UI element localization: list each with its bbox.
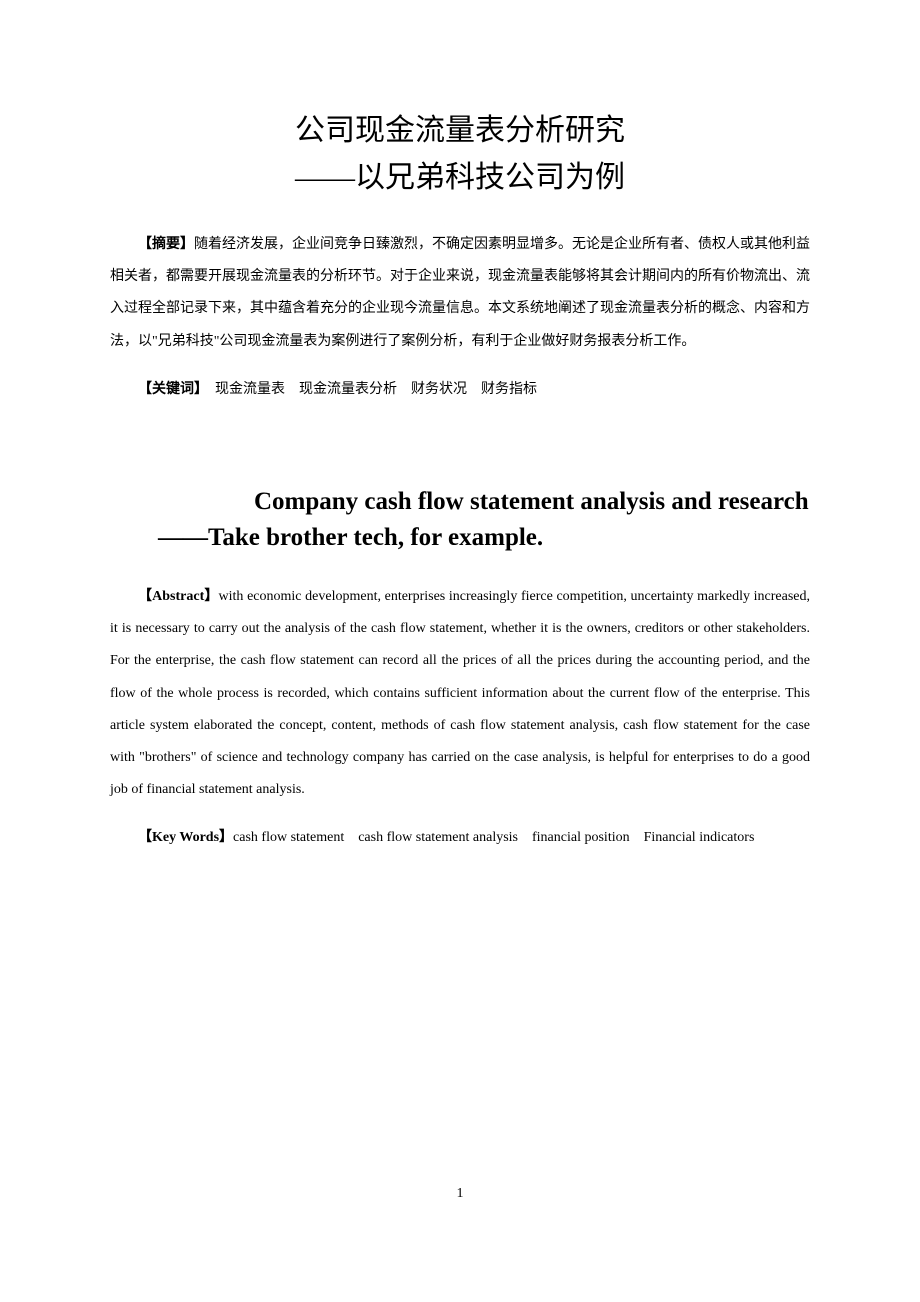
subtitle-english: ——Take brother tech, for example. (110, 522, 810, 555)
keywords-chinese: 【关键词】 现金流量表 现金流量表分析 财务状况 财务指标 (110, 374, 810, 406)
title-english-text: Company cash flow statement analysis and… (206, 486, 810, 519)
keywords-english: 【Key Words】cash flow statement cash flow… (110, 822, 810, 854)
title-chinese: 公司现金流量表分析研究 (110, 110, 810, 152)
keywords-text-en: cash flow statement cash flow statement … (233, 830, 754, 845)
keywords-label-cn: 【关键词】 (138, 382, 201, 397)
abstract-text-cn: 随着经济发展，企业间竞争日臻激烈，不确定因素明显增多。无论是企业所有者、债权人或… (110, 237, 810, 349)
subtitle-chinese: ——以兄弟科技公司为例 (110, 157, 810, 199)
title-english: Company cash flow statement analysis and… (158, 486, 810, 519)
abstract-label-cn: 【摘要】 (138, 237, 194, 252)
abstract-chinese: 【摘要】随着经济发展，企业间竞争日臻激烈，不确定因素明显增多。无论是企业所有者、… (110, 229, 810, 358)
abstract-text-en: with economic development, enterprises i… (110, 589, 810, 797)
keywords-text-cn: 现金流量表 现金流量表分析 财务状况 财务指标 (201, 382, 537, 397)
abstract-english: 【Abstract】with economic development, ent… (110, 581, 810, 806)
abstract-label-en: 【Abstract】 (138, 589, 219, 604)
page-container: 公司现金流量表分析研究 ——以兄弟科技公司为例 【摘要】随着经济发展，企业间竞争… (110, 110, 810, 1252)
page-number: 1 (457, 1186, 464, 1202)
keywords-label-en: 【Key Words】 (138, 830, 233, 845)
